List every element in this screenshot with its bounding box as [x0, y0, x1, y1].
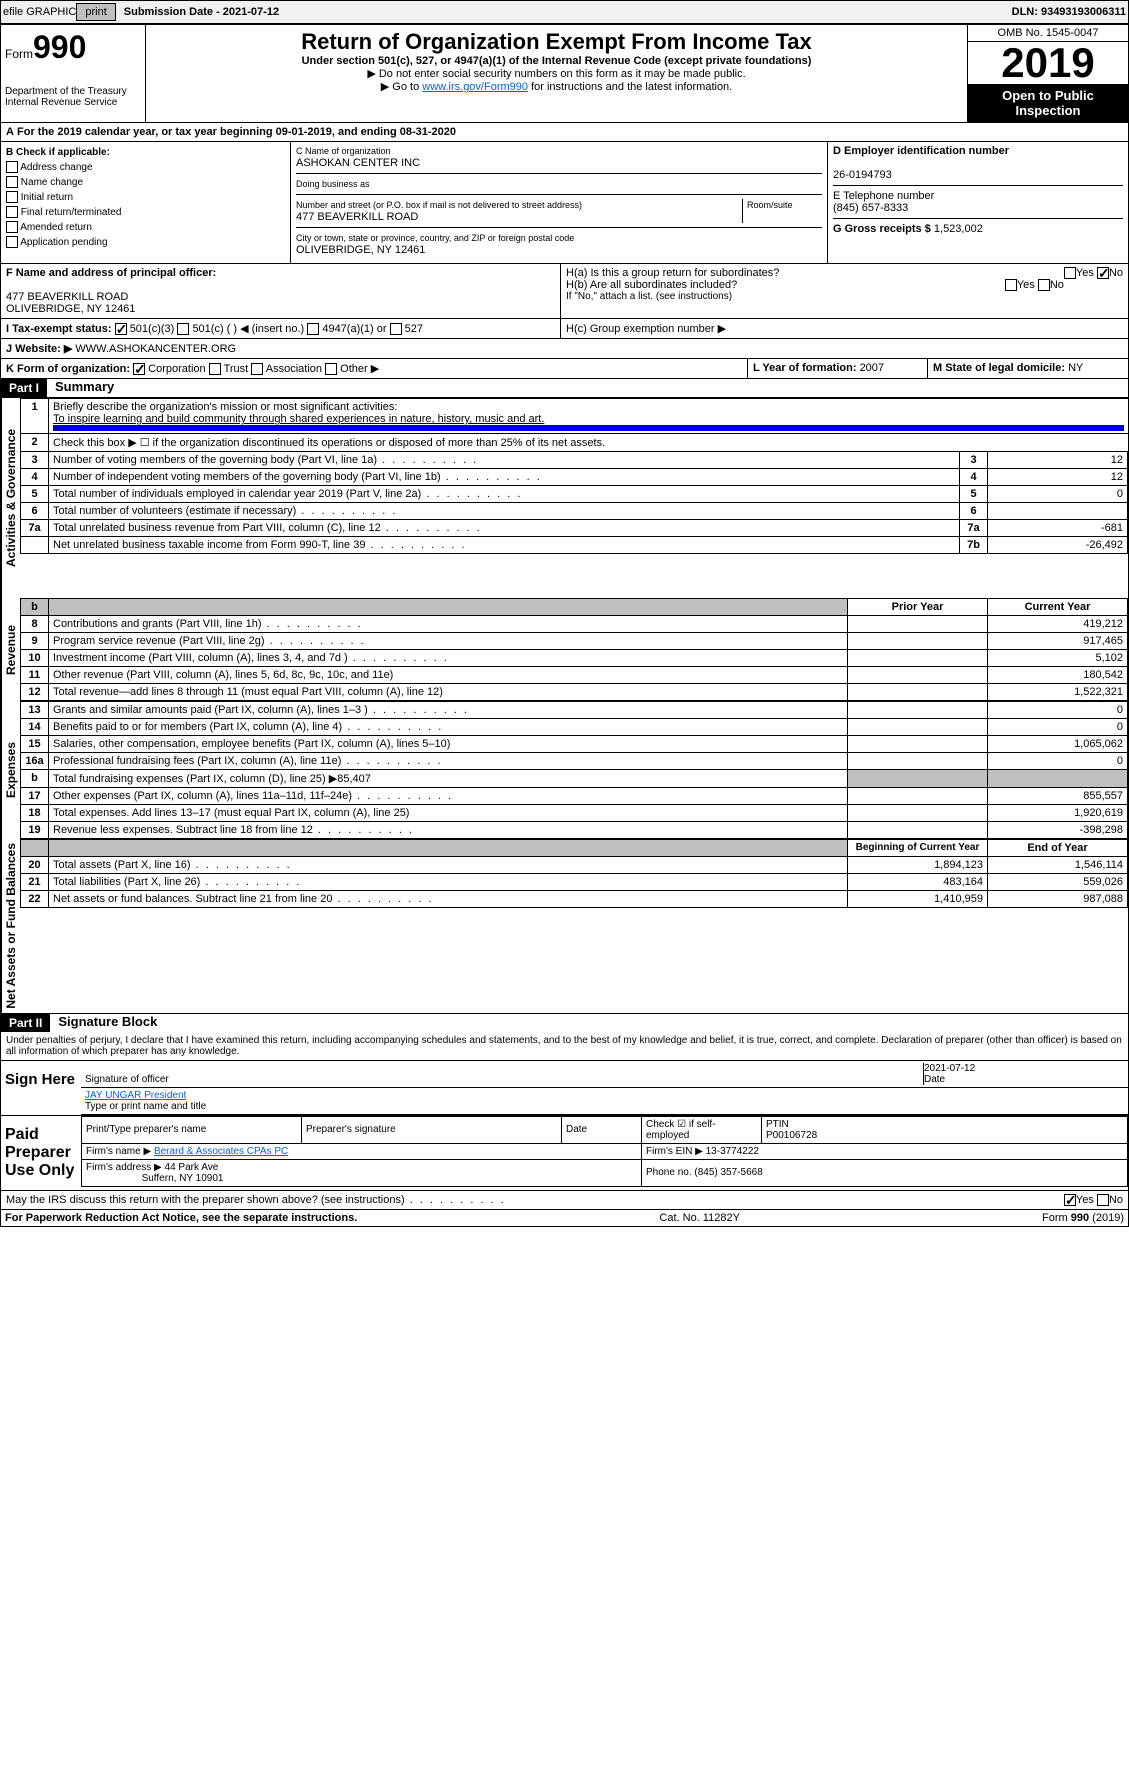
box-l: L Year of formation: 2007 [748, 359, 928, 378]
revenue-section: Revenue bPrior YearCurrent Year 8Contrib… [1, 598, 1128, 701]
box-k: K Form of organization: Corporation Trus… [1, 359, 748, 378]
website-row: J Website: ▶ WWW.ASHOKANCENTER.ORG [1, 338, 1128, 358]
form-header: Form990 Department of the Treasury Inter… [1, 25, 1128, 122]
part1-header: Part ISummary [1, 378, 1128, 397]
open-public: Open to Public Inspection [968, 84, 1128, 122]
dln: DLN: 93493193006311 [1012, 6, 1126, 18]
top-bar: efile GRAPHIC print Submission Date - 20… [0, 0, 1129, 24]
governance-label: Activities & Governance [1, 398, 20, 598]
efile-label: efile GRAPHIC [3, 6, 76, 18]
part2-header: Part IISignature Block [1, 1013, 1128, 1032]
entity-info-row: B Check if applicable: Address change Na… [1, 141, 1128, 263]
box-defg: D Employer identification number26-01947… [828, 142, 1128, 263]
subtitle-3: ▶ Go to www.irs.gov/Form990 for instruct… [150, 80, 963, 93]
governance-section: Activities & Governance 1Briefly describ… [1, 397, 1128, 598]
form-title: Return of Organization Exempt From Incom… [150, 29, 963, 55]
pra-notice: For Paperwork Reduction Act Notice, see … [5, 1212, 357, 1224]
box-f: F Name and address of principal officer:… [1, 264, 561, 318]
subtitle-1: Under section 501(c), 527, or 4947(a)(1)… [150, 55, 963, 67]
paid-preparer-section: Paid Preparer Use Only Print/Type prepar… [1, 1115, 1128, 1190]
page-footer: For Paperwork Reduction Act Notice, see … [1, 1209, 1128, 1226]
paid-preparer-label: Paid Preparer Use Only [1, 1116, 81, 1190]
form-number: Form990 [5, 29, 141, 66]
org-form-row: K Form of organization: Corporation Trus… [1, 358, 1128, 378]
box-hc: H(c) Group exemption number ▶ [561, 319, 1128, 338]
print-button[interactable]: print [76, 3, 115, 21]
perjury-declaration: Under penalties of perjury, I declare th… [1, 1032, 1128, 1060]
expenses-label: Expenses [1, 701, 20, 839]
box-b: B Check if applicable: Address change Na… [1, 142, 291, 263]
netassets-label: Net Assets or Fund Balances [1, 839, 20, 1013]
dept-label: Department of the Treasury Internal Reve… [5, 86, 141, 108]
officer-row: F Name and address of principal officer:… [1, 263, 1128, 318]
form-container: Form990 Department of the Treasury Inter… [0, 24, 1129, 1227]
box-c: C Name of organization ASHOKAN CENTER IN… [291, 142, 828, 263]
expenses-section: Expenses 13Grants and similar amounts pa… [1, 701, 1128, 839]
box-h: H(a) Is this a group return for subordin… [561, 264, 1128, 318]
form-ref: Form 990 (2019) [1042, 1212, 1124, 1224]
sign-here-label: Sign Here [1, 1061, 81, 1115]
netassets-section: Net Assets or Fund Balances Beginning of… [1, 839, 1128, 1013]
irs-link[interactable]: www.irs.gov/Form990 [422, 81, 528, 93]
firm-link[interactable]: Berard & Associates CPAs PC [154, 1146, 288, 1157]
org-name: ASHOKAN CENTER INC [296, 157, 420, 169]
subtitle-2: ▶ Do not enter social security numbers o… [150, 67, 963, 80]
sign-here-section: Sign Here Signature of officer2021-07-12… [1, 1060, 1128, 1115]
catalog-number: Cat. No. 11282Y [659, 1212, 740, 1224]
box-m: M State of legal domicile: NY [928, 359, 1128, 378]
revenue-label: Revenue [1, 598, 20, 701]
box-i: I Tax-exempt status: 501(c)(3) 501(c) ( … [1, 319, 561, 338]
discuss-row: May the IRS discuss this return with the… [1, 1190, 1128, 1209]
period-row: A For the 2019 calendar year, or tax yea… [1, 122, 1128, 141]
tax-year: 2019 [968, 42, 1128, 84]
box-j: J Website: ▶ WWW.ASHOKANCENTER.ORG [1, 339, 1128, 358]
officer-name-link[interactable]: JAY UNGAR President [85, 1090, 186, 1101]
tax-status-row: I Tax-exempt status: 501(c)(3) 501(c) ( … [1, 318, 1128, 338]
subdate-label: Submission Date - 2021-07-12 [124, 6, 279, 18]
